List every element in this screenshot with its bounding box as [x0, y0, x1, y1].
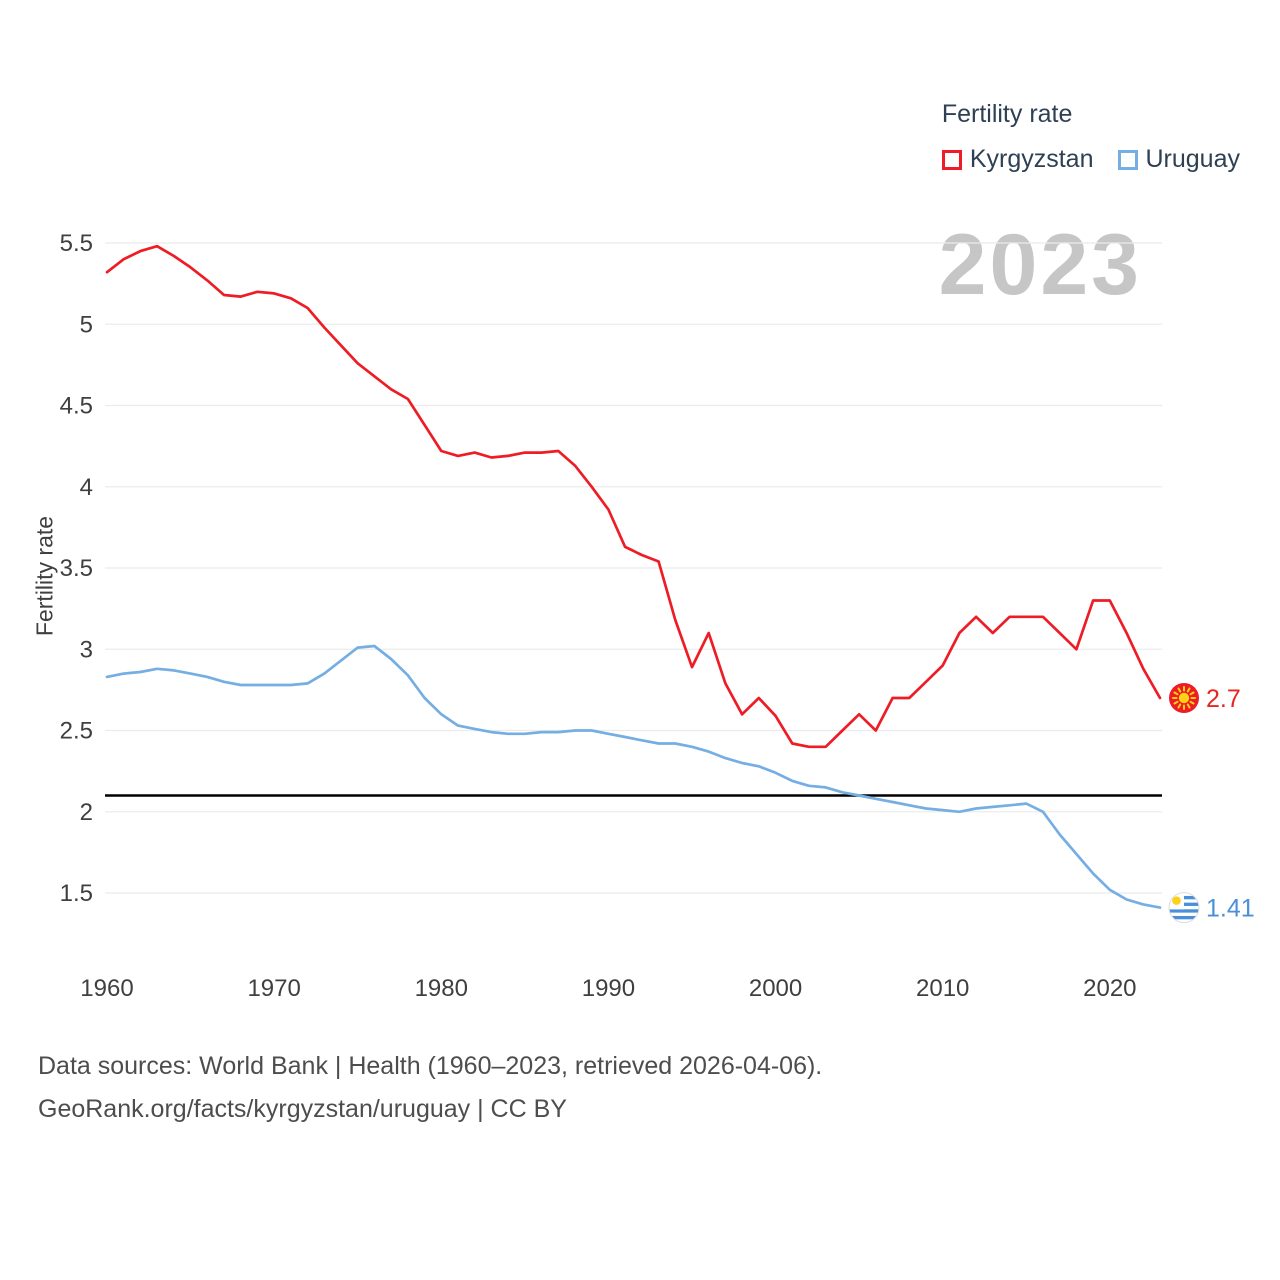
uruguay-flag-icon [1168, 892, 1200, 924]
x-tick-label: 2020 [1083, 975, 1136, 1002]
x-tick-label: 1960 [80, 975, 133, 1002]
y-tick-label: 4 [80, 474, 93, 501]
legend-items: Kyrgyzstan Uruguay [941, 145, 1241, 174]
watermark-year: 2023 [938, 217, 1142, 313]
y-tick-label: 4.5 [60, 393, 93, 420]
y-tick-label: 2.5 [60, 718, 93, 745]
footer: Data sources: World Bank | Health (1960–… [38, 1045, 822, 1131]
x-tick-label: 1980 [415, 975, 468, 1002]
y-tick-label: 2 [80, 799, 93, 826]
legend-item-uruguay[interactable]: Uruguay [1117, 145, 1241, 174]
y-tick-label: 3 [80, 636, 93, 663]
kyrgyzstan-end-value: 2.7 [1206, 685, 1241, 713]
x-tick-label: 2000 [749, 975, 802, 1002]
uruguay-series-line [105, 644, 1162, 909]
y-tick-label: 3.5 [60, 555, 93, 582]
legend-swatch-uruguay [1117, 149, 1138, 170]
legend-label-uruguay: Uruguay [1145, 145, 1241, 173]
y-tick-label: 5 [80, 311, 93, 338]
footer-data-sources: Data sources: World Bank | Health (1960–… [38, 1052, 823, 1080]
legend-title: Fertility rate [941, 100, 1073, 128]
uruguay-end-value: 1.41 [1206, 895, 1255, 923]
legend: Fertility rate Kyrgyzstan Uruguay [941, 100, 1241, 174]
footer-attribution: GeoRank.org/facts/kyrgyzstan/uruguay | C… [38, 1095, 567, 1123]
x-tick-label: 1970 [247, 975, 300, 1002]
x-tick-label: 1990 [582, 975, 635, 1002]
y-tick-label: 5.5 [60, 230, 93, 257]
legend-label-kyrgyzstan: Kyrgyzstan [969, 145, 1094, 173]
x-tick-label: 2010 [916, 975, 969, 1002]
kyrgyzstan-flag-icon [1169, 683, 1199, 713]
legend-swatch-kyrgyzstan [941, 149, 962, 170]
kyrgyzstan-series-line [105, 244, 1162, 749]
legend-item-kyrgyzstan[interactable]: Kyrgyzstan [941, 145, 1094, 174]
y-tick-label: 1.5 [60, 880, 93, 907]
